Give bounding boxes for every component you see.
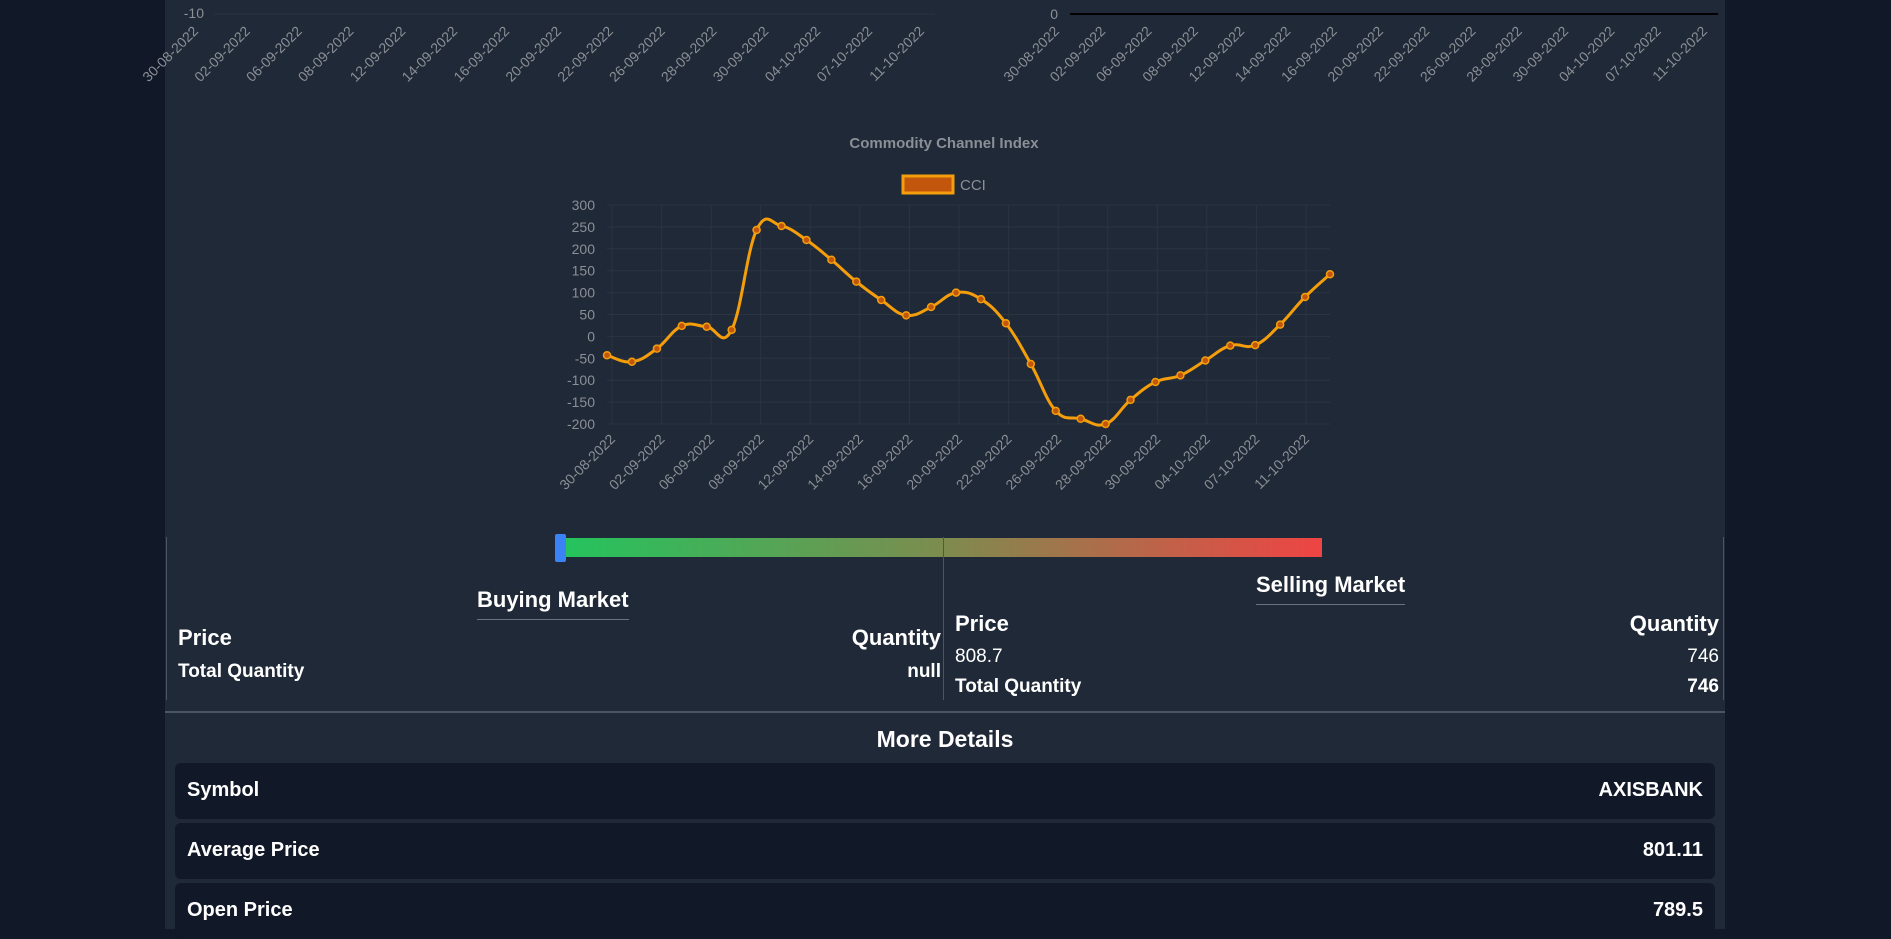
data-point [1126,395,1135,405]
data-point [1001,319,1011,328]
detail-key: Symbol [187,779,260,801]
data-point [1275,320,1285,329]
data-point [752,225,761,235]
y-tick-label: -50 [575,350,595,366]
sentiment-marker [555,534,566,562]
data-point [677,321,687,331]
detail-row-average-price: Average Price 801.11 [175,823,1715,879]
data-point [1176,371,1185,380]
selling-total-value: 746 [1687,676,1719,697]
y-axis-ticks: 300 250 200 150 100 50 0 -50 -100 -150 -200 [567,197,595,432]
top-left-x-labels: 30-08-202202-09-202206-09-202208-09-2022… [139,23,927,85]
legend-label[interactable]: CCI [960,177,986,194]
data-point [1325,269,1335,279]
data-point [777,221,786,231]
top-right-y-tick: 0 [1050,6,1058,22]
chart-grid [607,204,1330,425]
detail-key: Average Price [187,839,320,861]
series-points-cci [602,221,1335,429]
data-point [852,277,861,286]
data-point [1226,341,1235,350]
section-divider [165,711,1725,713]
top-left-chart: -10 30-08-202202-09-202206-09-202208-09-… [139,5,935,85]
data-point [1201,356,1210,365]
detail-value: 801.11 [1642,839,1703,861]
x-axis-ticks: 30-08-202202-09-202206-09-202208-09-2022… [556,431,1312,493]
detail-row-symbol: Symbol AXISBANK [175,763,1715,819]
y-tick-label: 100 [572,285,596,301]
selling-total-label: Total Quantity [955,676,1082,697]
legend-swatch[interactable] [901,174,955,195]
top-right-chart: 0 30-08-202202-09-202206-09-202208-09-20… [1000,6,1718,85]
buying-market-section: Buying Market Price Quantity Total Quant… [166,537,944,700]
selling-market-title: Selling Market [1256,572,1406,605]
more-details-title: More Details [876,726,1014,752]
y-tick-label: -100 [567,372,595,388]
data-point [926,302,936,312]
data-point [602,350,612,360]
cci-chart: Commodity Channel Index CCI 300 250 200 150… [556,135,1335,493]
detail-row-open-price: Open Price 789.5 [175,883,1715,939]
top-left-x-tick-label: 11-10-2022 [866,23,927,84]
y-tick-label: -200 [567,416,595,432]
data-point [1101,419,1110,429]
chart-title: Commodity Channel Index [849,135,1039,152]
series-line-cci [606,217,1332,427]
buying-total-label: Total Quantity [178,661,305,682]
y-tick-label: 200 [572,241,596,257]
detail-value: AXISBANK [1598,779,1703,801]
selling-row-price: 808.7 [955,646,1003,667]
selling-market-section: Selling Market Price Quantity 808.7 746 … [944,537,1724,700]
data-point [951,288,961,297]
top-right-x-labels: 30-08-202202-09-202206-09-202208-09-2022… [1000,23,1710,85]
data-point [1076,414,1085,423]
y-tick-label: 300 [572,197,596,213]
data-point [1300,292,1310,302]
selling-price-header: Price [955,611,1009,636]
data-point [876,295,886,305]
data-point [1026,359,1036,369]
y-tick-label: 250 [572,219,596,235]
data-point [1250,340,1260,350]
data-point [802,235,811,245]
selling-row-quantity: 746 [1687,646,1719,667]
data-point [652,344,662,353]
data-point [976,294,986,304]
data-point [727,325,736,335]
buying-quantity-header: Quantity [851,625,941,650]
y-tick-label: 50 [579,307,595,323]
data-point [1151,377,1160,387]
data-point [827,255,836,264]
top-left-y-tick: -10 [184,5,204,21]
data-point [901,311,911,320]
data-point [702,322,711,332]
data-point [1051,406,1061,416]
data-point [627,357,637,367]
y-tick-label: -150 [567,394,595,410]
detail-key: Open Price [187,899,293,921]
buying-market-title: Buying Market [477,587,629,620]
top-left-x-tick-label: 07-10-2022 [813,23,875,85]
detail-value: 789.5 [1652,899,1703,921]
market-sentiment-bar [555,538,1322,557]
selling-quantity-header: Quantity [1629,611,1719,636]
y-tick-label: 0 [587,328,595,344]
y-tick-label: 150 [572,263,596,279]
buying-total-value: null [907,661,941,682]
buying-price-header: Price [178,625,232,650]
